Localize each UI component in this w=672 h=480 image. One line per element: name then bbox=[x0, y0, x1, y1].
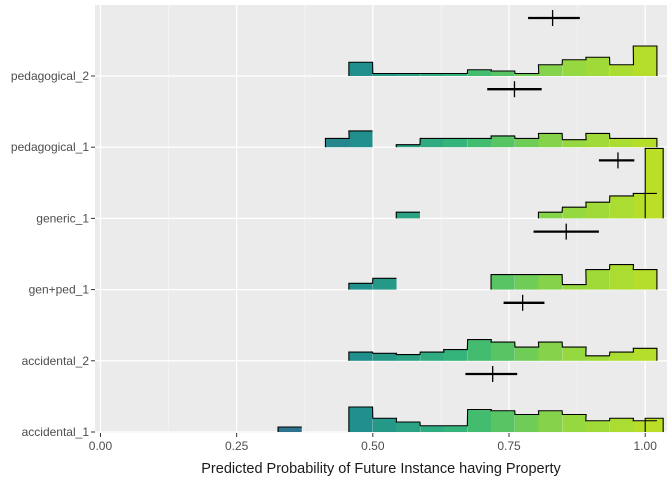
ridge-outline bbox=[324, 130, 658, 148]
ridge-generic_1 bbox=[395, 147, 664, 219]
histogram-bin bbox=[562, 347, 587, 361]
histogram-bin bbox=[515, 414, 539, 432]
x-tick-label: 1.00 bbox=[634, 439, 658, 453]
histogram-bin bbox=[633, 46, 657, 76]
histogram-bin bbox=[467, 138, 492, 148]
ridge-accidental_1 bbox=[277, 406, 664, 432]
histogram-bin bbox=[372, 418, 397, 432]
y-axis: pedagogical_2 pedagogical_1 generic_1 gen+p… bbox=[11, 69, 95, 439]
histogram-bin bbox=[633, 269, 657, 290]
x-tick-label: 0.75 bbox=[497, 439, 521, 453]
ridge-pedagogical_2 bbox=[348, 45, 658, 76]
ridge-outline bbox=[348, 45, 658, 76]
histogram-bin bbox=[585, 202, 610, 219]
histogram-bin bbox=[585, 420, 610, 432]
histogram-bin bbox=[467, 69, 492, 76]
histogram-bin bbox=[562, 414, 587, 432]
histogram-bin bbox=[585, 133, 610, 148]
histogram-bin bbox=[420, 352, 444, 361]
histogram-bin bbox=[538, 133, 563, 148]
y-tick-label: accidental_2 bbox=[22, 354, 90, 368]
histogram-bin bbox=[372, 353, 397, 361]
histogram-bin bbox=[396, 212, 420, 219]
histogram-bin bbox=[443, 425, 468, 432]
x-tick-label: 0.25 bbox=[225, 439, 249, 453]
y-tick-label: generic_1 bbox=[36, 211, 89, 225]
y-tick-label: pedagogical_1 bbox=[11, 140, 89, 154]
histogram-bin bbox=[467, 409, 492, 432]
histogram-bin bbox=[467, 339, 492, 361]
histogram-bin bbox=[348, 62, 373, 76]
histogram-bin bbox=[396, 354, 420, 361]
histogram-bin bbox=[609, 64, 634, 76]
histogram-bin bbox=[515, 73, 539, 76]
y-tick-label: gen+ped_1 bbox=[29, 283, 90, 297]
histogram-bin bbox=[491, 274, 515, 290]
ridges bbox=[277, 45, 664, 432]
histogram-bin bbox=[372, 73, 397, 76]
histogram-bin bbox=[420, 138, 444, 148]
y-tick-label: pedagogical_2 bbox=[11, 69, 89, 83]
ridge-outline bbox=[348, 264, 658, 290]
histogram-bin bbox=[348, 130, 373, 148]
histogram-bin bbox=[420, 73, 444, 76]
histogram-bin bbox=[515, 347, 539, 361]
interval-marks bbox=[465, 10, 635, 382]
ridge-outline bbox=[348, 339, 658, 361]
histogram-bin bbox=[585, 355, 610, 361]
ridge-outline bbox=[277, 406, 664, 432]
ridge-outline bbox=[395, 147, 664, 219]
histogram-bin bbox=[396, 144, 420, 148]
histogram-bin bbox=[538, 274, 563, 290]
x-tick-label: 0.50 bbox=[361, 439, 385, 453]
histogram-bin bbox=[491, 71, 515, 76]
histogram-bin bbox=[585, 269, 610, 290]
histogram-bin bbox=[372, 278, 397, 290]
histogram-bin bbox=[609, 264, 634, 290]
histogram-bin bbox=[443, 73, 468, 76]
histogram-bin bbox=[538, 64, 563, 76]
histogram-bin bbox=[645, 418, 664, 432]
histogram-bin bbox=[609, 418, 634, 432]
histogram-bin bbox=[443, 138, 468, 148]
histogram-bin bbox=[325, 138, 350, 148]
histogram-bin bbox=[348, 352, 373, 361]
ridge-gen+ped_1 bbox=[348, 264, 658, 290]
histogram-bin bbox=[538, 410, 563, 432]
ridge-pedagogical_1 bbox=[324, 130, 658, 148]
x-tick-label: 0.00 bbox=[89, 439, 113, 453]
y-tick-label: accidental_1 bbox=[22, 425, 90, 439]
histogram-bin bbox=[538, 342, 563, 361]
histogram-bin bbox=[491, 342, 515, 361]
histogram-bin bbox=[491, 410, 515, 432]
histogram-bin bbox=[609, 195, 634, 219]
histogram-bin bbox=[491, 135, 515, 148]
ridge-accidental_2 bbox=[348, 339, 658, 361]
histogram-bin bbox=[609, 138, 634, 148]
histogram-bin bbox=[396, 73, 420, 76]
histogram-bin bbox=[562, 59, 587, 76]
histogram-bin bbox=[633, 138, 657, 148]
histogram-bin bbox=[443, 349, 468, 361]
histogram-bin bbox=[278, 427, 302, 432]
histogram-bin bbox=[562, 284, 587, 290]
histogram-bin bbox=[538, 212, 563, 219]
histogram-bin bbox=[515, 138, 539, 148]
histogram-bin bbox=[609, 352, 634, 361]
histogram-bin bbox=[396, 422, 420, 432]
x-axis-label: Predicted Probability of Future Instance… bbox=[201, 461, 561, 477]
histogram-bin bbox=[645, 148, 664, 219]
histogram-bin bbox=[585, 57, 610, 76]
histogram-bin bbox=[633, 348, 657, 361]
histogram-bin bbox=[562, 207, 587, 219]
x-axis: 0.00 0.25 0.50 0.75 1.00 bbox=[89, 433, 657, 453]
histogram-bin bbox=[348, 283, 373, 290]
histogram-bin bbox=[515, 274, 539, 290]
histogram-bin bbox=[348, 407, 373, 432]
histogram-bin bbox=[420, 425, 444, 432]
histogram-bin bbox=[562, 139, 587, 148]
